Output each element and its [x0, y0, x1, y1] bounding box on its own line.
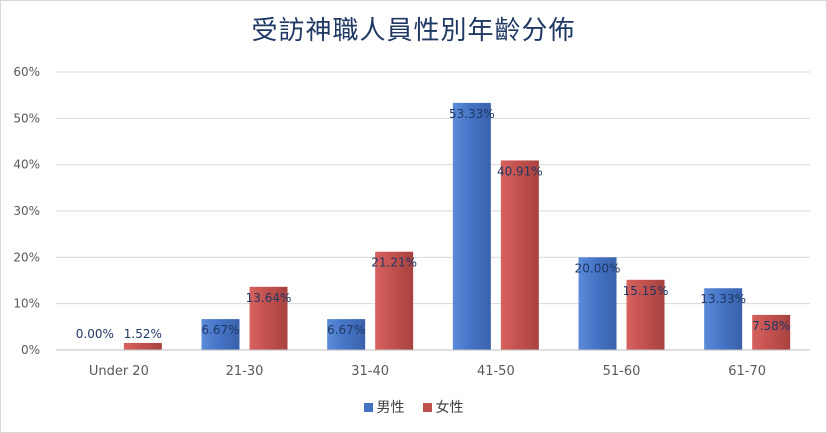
x-tick-label: 41-50	[477, 364, 515, 379]
y-tick-label: 30%	[13, 204, 40, 218]
y-tick-label: 20%	[13, 250, 40, 264]
bar-male	[452, 102, 491, 351]
y-tick-label: 40%	[13, 158, 40, 172]
bar-female	[752, 314, 791, 350]
bar-male	[201, 319, 240, 350]
x-tick-label: 31-40	[351, 364, 389, 379]
bar-female	[500, 160, 539, 350]
x-tick-label: Under 20	[89, 364, 149, 379]
data-label: 13.33%	[700, 292, 746, 306]
y-tick-label: 10%	[13, 297, 40, 311]
data-label: 13.64%	[246, 291, 292, 305]
bar-male	[327, 319, 366, 350]
x-tick-label: 61-70	[728, 364, 766, 379]
bar-female	[249, 286, 288, 350]
legend-item-female: 女性	[422, 397, 464, 417]
data-label: 20.00%	[575, 261, 621, 275]
x-tick-label: 51-60	[603, 364, 641, 379]
y-tick-label: 60%	[13, 65, 40, 79]
legend-label-female: 女性	[435, 400, 464, 416]
legend-label-male: 男性	[376, 400, 405, 416]
data-label: 6.67%	[201, 323, 239, 337]
data-label: 7.58%	[752, 319, 790, 333]
data-label: 53.33%	[449, 107, 495, 121]
data-label: 0.00%	[76, 327, 114, 341]
bar-female	[375, 251, 414, 350]
data-label: 15.15%	[623, 284, 669, 298]
bar-male	[578, 257, 617, 350]
bar-female	[123, 342, 162, 350]
y-tick-label: 50%	[13, 111, 40, 125]
x-tick-label: 21-30	[226, 364, 264, 379]
legend-swatch-male	[363, 402, 373, 412]
chart-legend: 男性 女性	[0, 397, 827, 417]
legend-swatch-female	[422, 402, 432, 412]
data-label: 21.21%	[371, 256, 417, 270]
data-label: 6.67%	[327, 323, 365, 337]
chart-title: 受訪神職人員性別年齡分佈	[251, 16, 576, 46]
data-label: 1.52%	[124, 327, 162, 341]
bar-male	[704, 288, 743, 350]
bar-female	[626, 279, 665, 350]
data-label: 40.91%	[497, 164, 543, 178]
y-tick-label: 0%	[21, 343, 40, 357]
legend-item-male: 男性	[363, 397, 405, 417]
